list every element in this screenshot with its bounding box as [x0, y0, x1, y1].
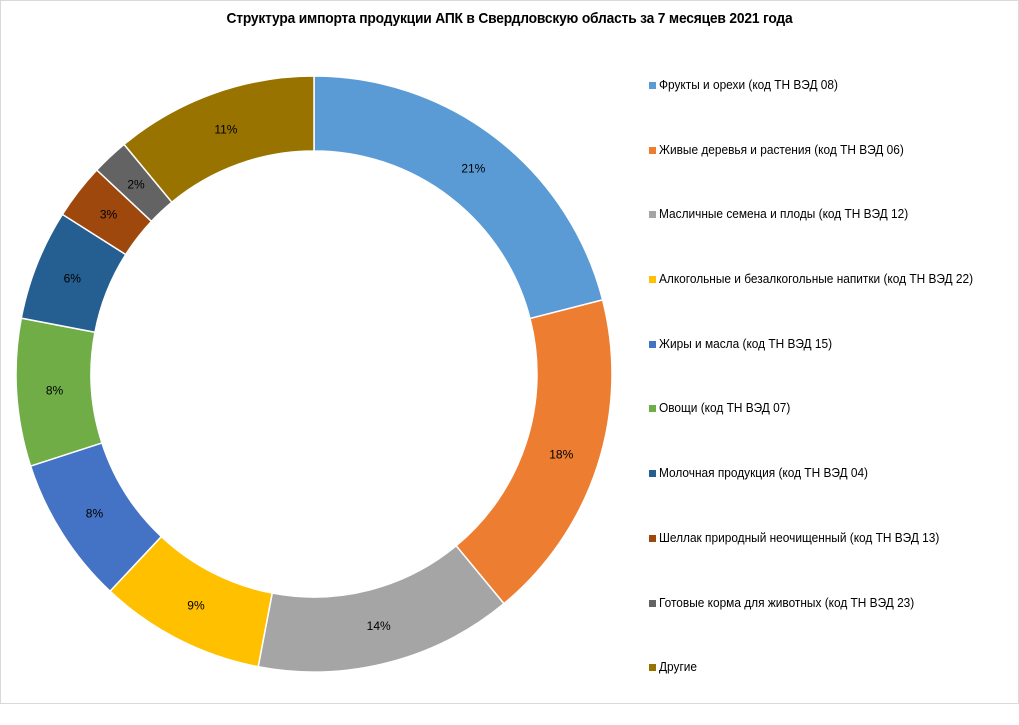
donut-data-label-1: 21%: [461, 162, 485, 176]
donut-data-label-5: 8%: [86, 506, 104, 520]
chart-legend: Фрукты и орехи (код ТН ВЭД 08) Живые дере…: [649, 78, 990, 725]
legend-swatch: [649, 534, 656, 542]
legend-swatch: [649, 405, 656, 413]
legend-item-3: Масличные семена и плоды (код ТН ВЭД 12): [649, 207, 990, 272]
legend-label: Жиры и масла (код ТН ВЭД 15): [659, 336, 833, 351]
legend-label: Готовые корма для животных (код ТН ВЭД 2…: [659, 595, 915, 610]
legend-label: Шеллак природный неочищенный (код ТН ВЭД…: [659, 530, 940, 545]
legend-item-4: Алкогольные и безалкогольные напитки (ко…: [649, 272, 990, 337]
legend-swatch: [649, 599, 656, 607]
legend-swatch: [649, 146, 656, 154]
donut-data-label-8: 3%: [100, 208, 118, 222]
legend-item-8: Шеллак природный неочищенный (код ТН ВЭД…: [649, 531, 990, 596]
legend-item-10: Другие: [649, 660, 990, 725]
legend-label: Другие: [659, 660, 698, 675]
donut-slices: [15, 75, 613, 673]
legend-swatch: [649, 82, 656, 89]
legend-swatch: [649, 470, 656, 478]
legend-label: Молочная продукция (код ТН ВЭД 04): [659, 466, 869, 481]
donut-data-label-6: 8%: [46, 383, 64, 397]
donut-data-label-2: 18%: [549, 447, 573, 461]
legend-swatch: [649, 664, 656, 672]
legend-item-6: Овощи (код ТН ВЭД 07): [649, 401, 990, 466]
legend-swatch: [649, 276, 656, 284]
donut-data-label-10: 11%: [214, 122, 237, 136]
legend-label: Живые деревья и растения (код ТН ВЭД 06): [659, 142, 904, 157]
donut-slice-1: [313, 75, 604, 320]
donut-slice-3: [257, 544, 506, 673]
donut-slice-2: [455, 298, 613, 605]
donut-slice-10: [122, 75, 315, 204]
donut-data-label-3: 14%: [367, 619, 391, 633]
donut-data-labels: 21% 18% 14% 9% 8% 8% 6% 3% 2% 11%: [46, 122, 574, 632]
donut-data-label-7: 6%: [64, 271, 82, 285]
legend-item-9: Готовые корма для животных (код ТН ВЭД 2…: [649, 596, 990, 661]
legend-label: Фрукты и орехи (код ТН ВЭД 08): [659, 78, 838, 92]
legend-label: Масличные семена и плоды (код ТН ВЭД 12): [659, 207, 909, 222]
donut-data-label-9: 2%: [127, 177, 145, 191]
legend-item-5: Жиры и масла (код ТН ВЭД 15): [649, 337, 990, 402]
chart-title: Структура импорта продукции АПК в Свердл…: [226, 10, 793, 27]
legend-item-2: Живые деревья и растения (код ТН ВЭД 06): [649, 143, 990, 208]
legend-label: Алкогольные и безалкогольные напитки (ко…: [659, 272, 974, 287]
legend-item-7: Молочная продукция (код ТН ВЭД 04): [649, 466, 990, 531]
donut-chart: 21% 18% 14% 9% 8% 8% 6% 3% 2% 11%: [15, 75, 613, 673]
donut-data-label-4: 9%: [187, 599, 205, 613]
legend-item-1: Фрукты и орехи (код ТН ВЭД 08): [649, 78, 990, 143]
legend-label: Овощи (код ТН ВЭД 07): [659, 401, 791, 416]
legend-swatch: [649, 211, 656, 219]
legend-swatch: [649, 340, 656, 348]
